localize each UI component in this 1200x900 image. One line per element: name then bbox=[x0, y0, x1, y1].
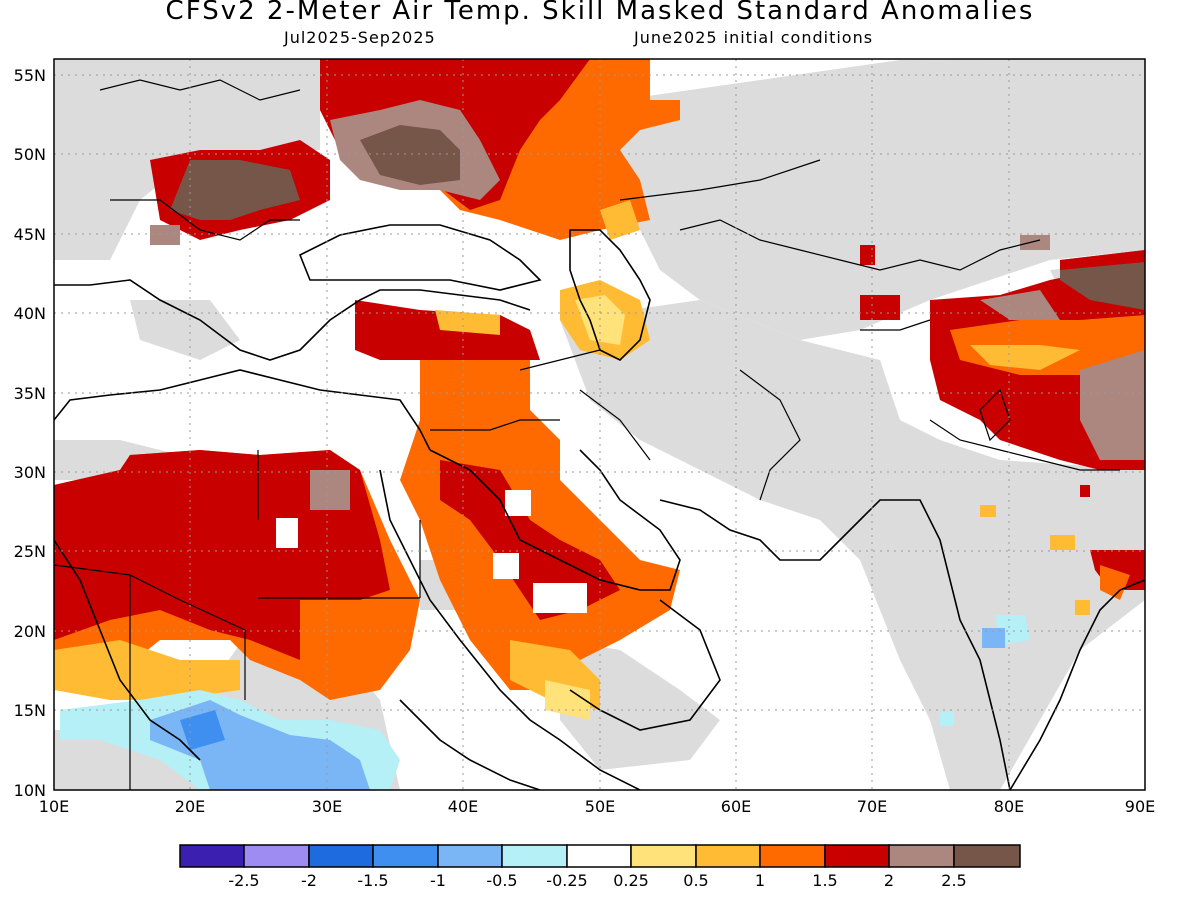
y-tick-30N: 30N bbox=[14, 463, 46, 482]
colorbar-swatch-2 bbox=[308, 844, 374, 868]
y-tick-50N: 50N bbox=[14, 145, 46, 164]
map-title: CFSv2 2-Meter Air Temp. Skill Masked Sta… bbox=[165, 0, 1035, 26]
colorbar-label: 1 bbox=[755, 871, 765, 890]
colorbar-swatch-0 bbox=[179, 844, 245, 868]
coastlines bbox=[54, 224, 1145, 790]
russia-strong bbox=[150, 100, 500, 245]
x-tick-50E: 50E bbox=[585, 797, 615, 816]
india-east-warm bbox=[1050, 535, 1145, 615]
colorbar-swatch-6 bbox=[566, 844, 632, 868]
colorbar-label: -1.5 bbox=[357, 871, 388, 890]
y-tick-25N: 25N bbox=[14, 542, 46, 561]
colorbar-label: 2.5 bbox=[941, 871, 966, 890]
x-tick-40E: 40E bbox=[448, 797, 478, 816]
arabia-warm bbox=[400, 360, 680, 720]
colorbar bbox=[179, 844, 1021, 868]
colorbar-swatch-12 bbox=[953, 844, 1021, 868]
y-tick-40N: 40N bbox=[14, 304, 46, 323]
central-asia-warm bbox=[600, 200, 1090, 517]
colorbar-labels: -2.5 -2 -1.5 -1 -0.5 -0.25 0.25 0.5 1 1.… bbox=[228, 871, 966, 890]
map-frame bbox=[53, 58, 1146, 791]
initial-conditions: June2025 initial conditions bbox=[634, 28, 874, 47]
colorbar-label: -0.5 bbox=[486, 871, 517, 890]
tibet-strong bbox=[980, 250, 1145, 460]
colorbar-label: 1.5 bbox=[812, 871, 837, 890]
colorbar-label: -2 bbox=[301, 871, 317, 890]
y-tick-15N: 15N bbox=[14, 701, 46, 720]
x-tick-90E: 90E bbox=[1125, 797, 1155, 816]
colorbar-swatch-4 bbox=[437, 844, 503, 868]
x-tick-30E: 30E bbox=[312, 797, 342, 816]
y-tick-20N: 20N bbox=[14, 622, 46, 641]
x-tick-70E: 70E bbox=[857, 797, 887, 816]
colorbar-swatch-3 bbox=[372, 844, 439, 868]
colorbar-label: 0.5 bbox=[683, 871, 708, 890]
x-tick-60E: 60E bbox=[721, 797, 751, 816]
colorbar-label: -2.5 bbox=[228, 871, 259, 890]
colorbar-swatch-8 bbox=[695, 844, 761, 868]
y-tick-10N: 10N bbox=[14, 781, 46, 800]
y-tick-55N: 55N bbox=[14, 66, 46, 85]
x-axis: 10E 20E 30E 40E 50E 60E 70E 80E 90E bbox=[39, 797, 1155, 816]
colorbar-swatch-9 bbox=[759, 844, 826, 868]
colorbar-label: 0.25 bbox=[613, 871, 649, 890]
map-grid bbox=[54, 59, 1145, 790]
country-borders bbox=[54, 79, 1120, 790]
colorbar-label: -0.25 bbox=[546, 871, 587, 890]
anatolia-warm bbox=[355, 300, 540, 360]
y-axis: 55N 50N 45N 40N 35N 30N 25N 20N 15N 10N bbox=[14, 66, 46, 800]
forecast-period: Jul2025-Sep2025 bbox=[284, 28, 436, 47]
x-tick-20E: 20E bbox=[175, 797, 205, 816]
x-tick-80E: 80E bbox=[994, 797, 1024, 816]
anomaly-fields bbox=[54, 59, 1145, 790]
y-tick-35N: 35N bbox=[14, 384, 46, 403]
colorbar-swatch-7 bbox=[630, 844, 697, 868]
y-tick-45N: 45N bbox=[14, 225, 46, 244]
sudan-cool bbox=[60, 690, 400, 790]
sahara-anomaly bbox=[54, 450, 420, 700]
colorbar-swatch-1 bbox=[243, 844, 310, 868]
colorbar-swatch-10 bbox=[824, 844, 890, 868]
colorbar-swatch-11 bbox=[888, 844, 955, 868]
india-cool bbox=[940, 615, 1030, 726]
x-tick-10E: 10E bbox=[39, 797, 69, 816]
colorbar-label: 2 bbox=[884, 871, 894, 890]
colorbar-swatch-5 bbox=[501, 844, 568, 868]
colorbar-label: -1 bbox=[430, 871, 446, 890]
